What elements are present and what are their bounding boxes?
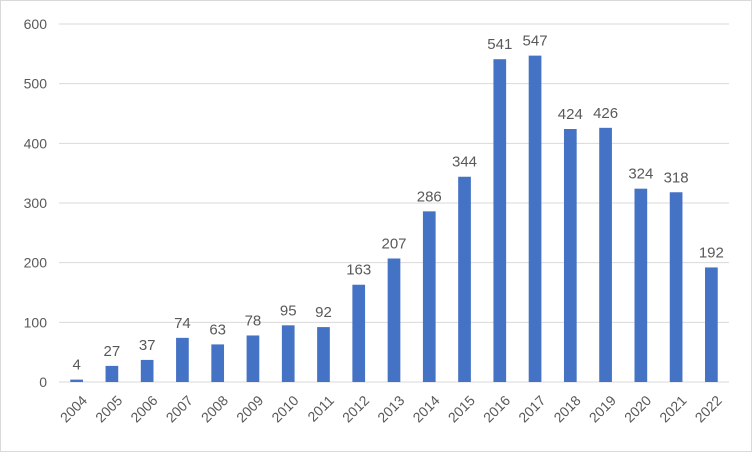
bar-2020 [634,188,648,382]
y-tick-label: 0 [39,374,47,390]
data-label-2007: 74 [174,315,191,332]
y-axis-tick-labels: 0 100 200 300 400 500 600 [24,16,48,390]
data-label-2014: 286 [417,188,442,205]
bar-2015 [458,176,471,382]
bar-2007 [176,337,189,382]
bar-2022 [705,267,718,382]
y-tick-label: 600 [24,16,48,32]
data-label-2013: 207 [381,235,406,252]
bar-2012 [352,284,366,382]
x-tick-label-2015: 2015 [445,392,478,425]
x-tick-label-2007: 2007 [163,392,196,425]
data-label-2022: 192 [699,244,724,261]
data-label-2006: 37 [139,337,156,354]
data-labels: 4 27 37 74 63 78 95 92 163 207 286 344 541 547 424 426 3… [72,33,723,374]
bar-2006 [140,359,154,382]
bar-2013 [387,258,401,382]
data-label-2021: 318 [664,169,689,186]
data-label-2010: 95 [280,302,297,319]
x-tick-label-2017: 2017 [515,392,548,425]
y-tick-label: 300 [24,195,48,211]
data-label-2017: 547 [523,33,548,50]
x-tick-label-2012: 2012 [339,392,372,425]
x-tick-label-2018: 2018 [550,392,583,425]
x-tick-label-2020: 2020 [621,392,654,425]
data-label-2019: 426 [593,105,618,122]
bar-2021 [669,192,683,382]
x-tick-label-2022: 2022 [692,392,725,425]
bar-2008 [211,344,225,382]
bar-2009 [246,335,260,382]
x-tick-label-2006: 2006 [127,392,160,425]
data-label-2009: 78 [245,312,262,329]
data-label-2005: 27 [104,343,121,360]
x-tick-label-2013: 2013 [374,392,407,425]
bar-2017 [528,55,542,383]
x-tick-label-2011: 2011 [304,392,337,425]
data-label-2020: 324 [628,166,653,183]
x-tick-label-2014: 2014 [409,392,442,425]
x-tick-label-2005: 2005 [92,392,125,425]
bar-2004 [70,379,83,382]
data-label-2011: 92 [315,304,332,321]
data-label-2015: 344 [452,154,477,171]
y-tick-label: 400 [24,135,48,151]
y-tick-label: 100 [24,314,48,330]
bar-2016 [493,59,507,382]
bar-2010 [281,325,295,382]
y-tick-label: 200 [24,255,48,271]
data-label-2012: 163 [346,262,371,279]
x-axis-tick-labels: 2004 2005 2006 2007 2008 2009 2010 2011 2012 2013… [57,392,725,425]
x-tick-label-2004: 2004 [57,392,90,425]
x-tick-label-2016: 2016 [480,392,513,425]
data-label-2018: 424 [558,106,583,123]
bar-2014 [422,211,436,382]
data-label-2004: 4 [72,357,80,374]
y-tick-label: 500 [24,76,48,92]
bar-2018 [563,129,577,382]
x-tick-label-2021: 2021 [656,392,689,425]
bar-2019 [599,127,612,382]
bar-2011 [317,327,330,382]
x-tick-label-2009: 2009 [233,392,266,425]
data-label-2016: 541 [487,36,512,53]
bar-2005 [105,365,119,382]
data-label-2008: 63 [209,321,226,338]
x-tick-label-2019: 2019 [586,392,619,425]
x-tick-label-2010: 2010 [268,392,301,425]
x-tick-label-2008: 2008 [198,392,231,425]
bars [70,55,718,383]
